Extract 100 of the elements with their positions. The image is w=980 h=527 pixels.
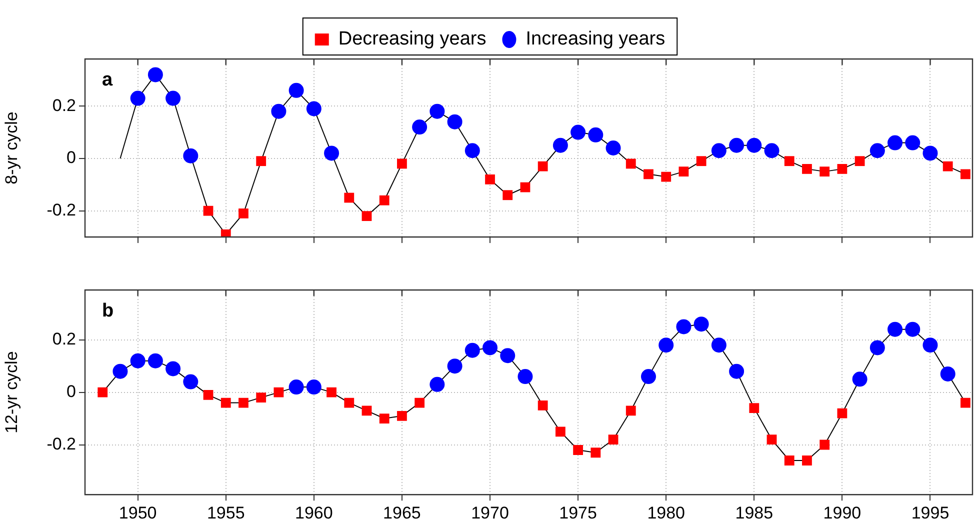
x-tick-label: 1975 (559, 503, 597, 522)
point (148, 353, 163, 368)
point (658, 338, 674, 353)
x-tick-label: 1965 (383, 503, 421, 522)
point (379, 195, 390, 206)
point (942, 161, 953, 172)
point (960, 398, 970, 408)
point (238, 398, 248, 408)
point (166, 361, 181, 376)
point (256, 392, 266, 402)
point (854, 156, 865, 166)
point (414, 398, 425, 408)
x-tick-label: 1970 (471, 503, 509, 522)
point (905, 135, 920, 150)
point (379, 414, 390, 424)
y-tick-label: 0 (66, 382, 76, 401)
point (888, 135, 903, 150)
point (112, 364, 128, 379)
annotation: b (102, 300, 114, 322)
point (485, 174, 495, 184)
point (430, 104, 445, 119)
point (362, 406, 372, 416)
point (518, 369, 533, 384)
point (183, 148, 198, 164)
point (271, 104, 286, 119)
point (922, 338, 938, 353)
point (520, 182, 530, 192)
point (344, 398, 354, 408)
point (274, 387, 284, 398)
point (870, 340, 885, 356)
y-tick-label: -0.2 (46, 434, 76, 454)
point (220, 398, 231, 408)
point (573, 445, 584, 455)
point (148, 67, 163, 82)
point (608, 434, 618, 444)
point (430, 376, 445, 392)
y-tick-label: 0 (66, 148, 76, 168)
point (397, 410, 407, 421)
x-tick-label: 1985 (735, 503, 774, 522)
point (802, 456, 812, 466)
y-tick-label: -0.2 (46, 200, 76, 220)
point (130, 90, 146, 106)
annotation: a (102, 70, 113, 91)
point (500, 348, 516, 364)
point (555, 426, 566, 437)
y-axis-title: 12-yr cycle (2, 351, 21, 434)
point (820, 166, 830, 177)
point (766, 434, 777, 444)
point (711, 338, 726, 353)
point (802, 164, 812, 174)
point (678, 166, 689, 177)
point (820, 440, 830, 450)
point (644, 169, 654, 180)
point (784, 156, 794, 166)
point (256, 156, 266, 166)
point (482, 340, 498, 356)
point (870, 143, 885, 158)
point (626, 406, 636, 416)
point (784, 456, 794, 466)
point (183, 374, 198, 390)
x-tick-label: 1995 (911, 503, 950, 522)
point (661, 172, 672, 182)
point (326, 387, 336, 398)
point (412, 120, 428, 135)
y-axis-title: 8-yr cycle (2, 112, 21, 184)
point (626, 158, 636, 169)
point (464, 342, 480, 358)
x-tick-label: 1950 (118, 503, 157, 522)
point (749, 403, 760, 413)
point (852, 372, 868, 387)
point (746, 138, 762, 153)
point (711, 143, 726, 158)
x-tick-label: 1960 (295, 503, 333, 522)
point (888, 322, 903, 337)
point (729, 364, 744, 379)
x-tick-label: 1955 (206, 503, 245, 522)
point (764, 143, 780, 158)
point (362, 211, 372, 222)
point (676, 319, 692, 334)
point (922, 146, 938, 161)
point (940, 366, 956, 382)
point (552, 138, 568, 153)
point (905, 322, 920, 337)
point (694, 316, 709, 332)
point (306, 101, 322, 116)
legend-label: Decreasing years (338, 28, 486, 50)
point (590, 448, 601, 458)
point (464, 143, 480, 158)
point (130, 353, 146, 368)
point (288, 380, 304, 395)
y-tick-label: 0.2 (52, 330, 76, 349)
point (397, 158, 407, 169)
point (447, 358, 462, 374)
point (447, 114, 462, 130)
point (837, 164, 848, 174)
point (837, 408, 848, 418)
point (166, 90, 181, 106)
point (502, 190, 513, 200)
point (203, 390, 214, 400)
point (344, 192, 354, 203)
